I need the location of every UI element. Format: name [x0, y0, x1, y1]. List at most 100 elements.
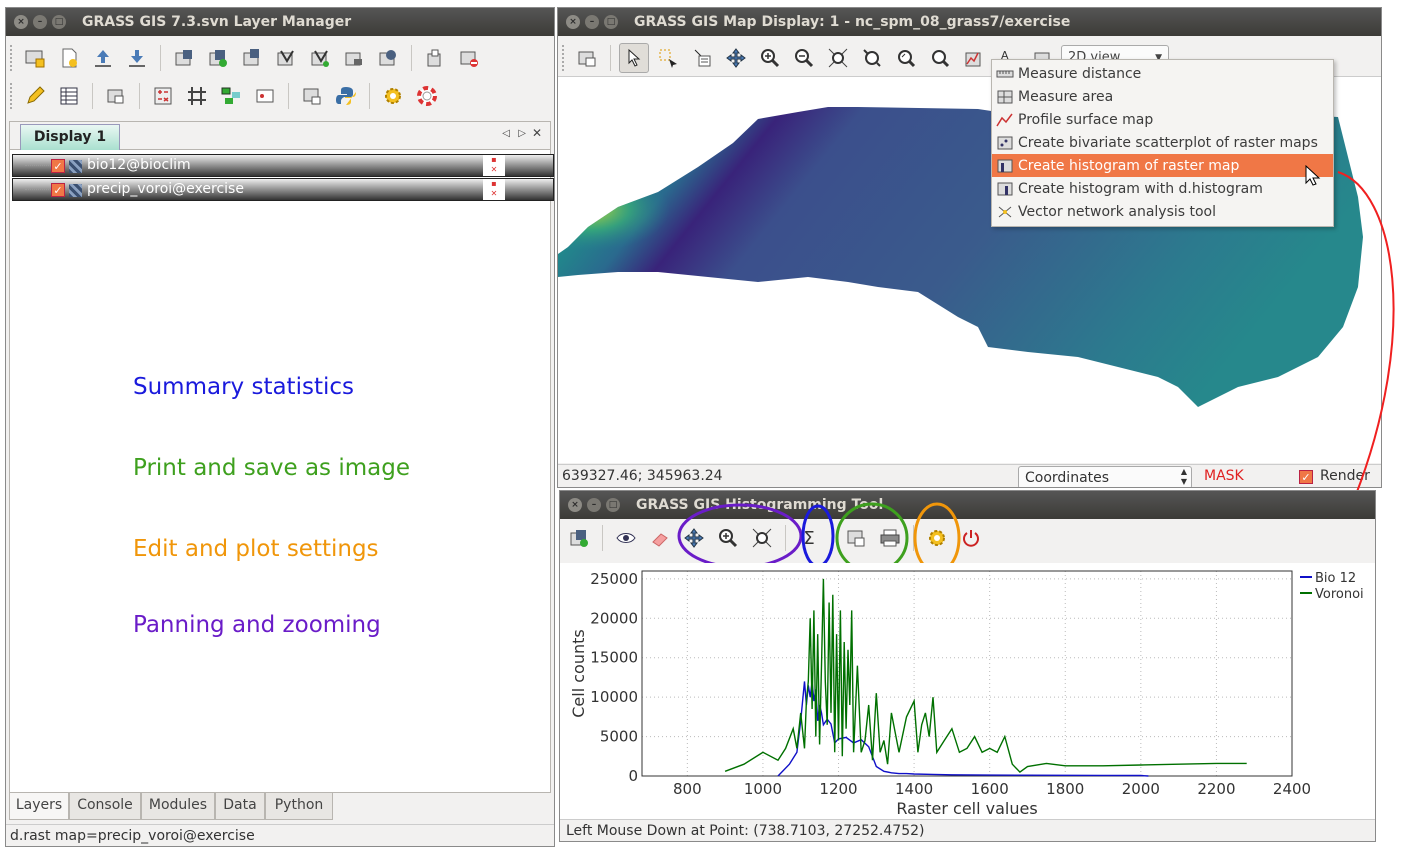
- add-text-button[interactable]: A: [993, 43, 1023, 73]
- tab-left-arrow[interactable]: ◁: [502, 128, 510, 139]
- render-checkbox[interactable]: ✓: [1299, 470, 1313, 484]
- help-lifebuoy-button[interactable]: [412, 81, 442, 111]
- minimize-window-button[interactable]: –: [33, 15, 47, 29]
- edit-vector-button[interactable]: [20, 81, 50, 111]
- display-tab-bar: Display 1 ◁ ▷ ✕: [10, 122, 550, 150]
- python-shell-button[interactable]: [331, 81, 361, 111]
- maximize-window-button[interactable]: □: [604, 15, 618, 29]
- histogram-toolbar: Σ: [560, 521, 990, 555]
- add-group-button[interactable]: [420, 43, 450, 73]
- layer-properties-icon[interactable]: ▪ ✕: [483, 179, 505, 200]
- menu-item-profile[interactable]: Profile surface map: [992, 108, 1333, 131]
- toolbar-grip[interactable]: [10, 45, 14, 71]
- add-overlay-button[interactable]: [339, 43, 369, 73]
- spin-arrows-icon: ▲ ▼: [1180, 467, 1187, 486]
- quit-power-button[interactable]: [956, 523, 986, 553]
- toolbar-separator: [160, 45, 161, 71]
- draw-eye-button[interactable]: [611, 523, 641, 553]
- layer-manager-titlebar: × – □ GRASS GIS 7.3.svn Layer Manager: [6, 8, 554, 36]
- menu-item-measure-distance[interactable]: Measure distance: [992, 62, 1333, 85]
- menu-item-measure-area[interactable]: Measure area: [992, 85, 1333, 108]
- erase-button[interactable]: [645, 523, 675, 553]
- network-icon: [998, 206, 1012, 217]
- minimize-window-button[interactable]: –: [585, 15, 599, 29]
- toolbar-separator: [602, 525, 603, 551]
- zoom-in-button[interactable]: [713, 523, 743, 553]
- zoom-extent-button[interactable]: [747, 523, 777, 553]
- tab-console[interactable]: Console: [69, 793, 141, 820]
- display-tab[interactable]: Display 1: [20, 124, 120, 150]
- attribute-table-button[interactable]: [54, 81, 84, 111]
- launch-script-button[interactable]: [297, 81, 327, 111]
- gui-workspace-button[interactable]: [250, 81, 280, 111]
- statistics-sigma-button[interactable]: Σ: [803, 527, 815, 549]
- map-display-titlebar: × – □ GRASS GIS Map Display: 1 - nc_spm_…: [558, 8, 1381, 36]
- add-vector-misc-button[interactable]: [305, 43, 335, 73]
- y-tick-label: 15000: [590, 649, 638, 667]
- menu-item-histogram[interactable]: Create histogram of raster map: [992, 154, 1333, 177]
- statusbar-mode-select[interactable]: Coordinates ▲ ▼: [1018, 466, 1192, 487]
- zoom-back-button[interactable]: [857, 43, 887, 73]
- add-raster-button[interactable]: [564, 523, 594, 553]
- layer-properties-icon[interactable]: ▪ ✕: [483, 155, 505, 176]
- tab-layers[interactable]: Layers: [9, 793, 69, 820]
- add-raster-button[interactable]: [169, 43, 199, 73]
- layer-checkbox[interactable]: ✓: [51, 183, 65, 197]
- zoom-in-button[interactable]: [755, 43, 785, 73]
- save-workspace-button[interactable]: [122, 43, 152, 73]
- map-calculator-button[interactable]: [101, 81, 131, 111]
- pan-button[interactable]: [679, 523, 709, 553]
- menu-item-scatterplot[interactable]: Create bivariate scatterplot of raster m…: [992, 131, 1333, 154]
- layer-checkbox[interactable]: ✓: [51, 159, 65, 173]
- pointer-button[interactable]: [619, 43, 649, 73]
- close-window-button[interactable]: ×: [14, 15, 28, 29]
- tab-right-arrow[interactable]: ▷: [518, 128, 526, 139]
- minimize-window-button[interactable]: –: [587, 498, 601, 512]
- x-tick-label: 1600: [971, 780, 1009, 798]
- add-web-service-button[interactable]: [373, 43, 403, 73]
- close-window-button[interactable]: ×: [568, 498, 582, 512]
- new-display-button[interactable]: [20, 43, 50, 73]
- pan-button[interactable]: [721, 43, 751, 73]
- x-tick-label: 2400: [1273, 780, 1311, 798]
- layer-row[interactable]: ✓ precip_voroi@exercise ▪ ✕: [12, 178, 554, 201]
- analyze-map-button[interactable]: [959, 43, 989, 73]
- graphical-modeler-button[interactable]: [216, 81, 246, 111]
- open-workspace-button[interactable]: [88, 43, 118, 73]
- histogram-statusbar: Left Mouse Down at Point: (738.7103, 272…: [560, 819, 1375, 841]
- tab-python[interactable]: Python: [265, 793, 333, 820]
- layer-row[interactable]: ✓ bio12@bioclim ▪ ✕: [12, 154, 554, 177]
- select-button[interactable]: [653, 43, 683, 73]
- menu-item-d-histogram[interactable]: Create histogram with d.histogram: [992, 177, 1333, 200]
- tab-modules[interactable]: Modules: [141, 793, 215, 820]
- x-axis-label: Raster cell values: [896, 799, 1037, 818]
- raster-calculator-button[interactable]: [148, 81, 178, 111]
- toolbar-grip[interactable]: [10, 83, 14, 109]
- add-vector-button[interactable]: [271, 43, 301, 73]
- tab-close-icon[interactable]: ✕: [531, 126, 542, 140]
- zoom-out-button[interactable]: [789, 43, 819, 73]
- add-raster-misc-button[interactable]: [203, 43, 233, 73]
- window-title: GRASS GIS 7.3.svn Layer Manager: [82, 14, 352, 30]
- settings-gear-button[interactable]: [922, 523, 952, 553]
- close-window-button[interactable]: ×: [566, 15, 580, 29]
- zoom-region-button[interactable]: [891, 43, 921, 73]
- window-title: GRASS GIS Histogramming Tool: [636, 497, 884, 513]
- toolbar-grip[interactable]: [562, 45, 566, 71]
- maximize-window-button[interactable]: □: [606, 498, 620, 512]
- georectify-button[interactable]: [182, 81, 212, 111]
- save-image-button[interactable]: [841, 523, 871, 553]
- zoom-default-button[interactable]: [925, 43, 955, 73]
- tab-data[interactable]: Data: [215, 793, 265, 820]
- zoom-extent-button[interactable]: [823, 43, 853, 73]
- print-button[interactable]: [875, 523, 905, 553]
- remove-layer-button[interactable]: [454, 43, 484, 73]
- settings-gear-button[interactable]: [378, 81, 408, 111]
- menu-item-network-analysis[interactable]: Vector network analysis tool: [992, 200, 1333, 223]
- new-workspace-button[interactable]: [54, 43, 84, 73]
- maximize-window-button[interactable]: □: [52, 15, 66, 29]
- render-map-button[interactable]: [572, 43, 602, 73]
- query-button[interactable]: [687, 43, 717, 73]
- histogram-plot[interactable]: 800 1000 1200 1400 1600 1800 2000 2200 2400 0 5000…: [560, 563, 1375, 819]
- add-raster-3d-button[interactable]: [237, 43, 267, 73]
